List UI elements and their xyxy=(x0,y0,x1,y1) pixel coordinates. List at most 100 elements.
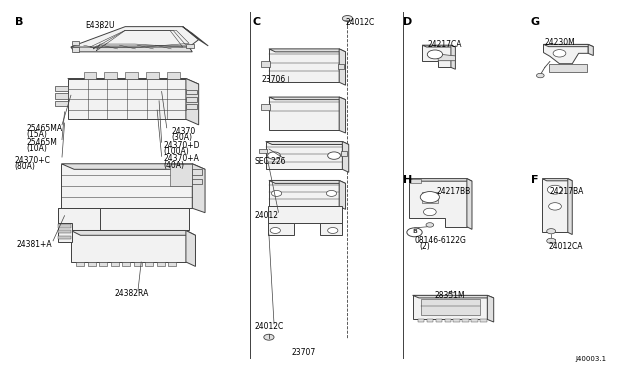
Circle shape xyxy=(264,334,274,340)
Polygon shape xyxy=(269,49,339,82)
Polygon shape xyxy=(413,295,487,320)
Circle shape xyxy=(420,192,440,203)
Polygon shape xyxy=(167,72,179,78)
Circle shape xyxy=(548,203,561,210)
Text: 23707: 23707 xyxy=(291,348,316,357)
Polygon shape xyxy=(68,78,186,119)
Polygon shape xyxy=(84,72,97,78)
Bar xyxy=(76,262,84,266)
Bar xyxy=(58,224,71,228)
Polygon shape xyxy=(410,179,472,181)
Circle shape xyxy=(428,50,443,59)
Polygon shape xyxy=(55,93,68,99)
Text: B: B xyxy=(15,17,23,28)
Polygon shape xyxy=(186,97,197,102)
Polygon shape xyxy=(338,64,344,69)
Bar xyxy=(436,320,442,323)
Text: 24381+A: 24381+A xyxy=(17,240,52,249)
Polygon shape xyxy=(543,44,588,64)
Polygon shape xyxy=(422,45,451,67)
Text: 24382RA: 24382RA xyxy=(115,289,148,298)
Polygon shape xyxy=(269,97,346,100)
Bar xyxy=(88,262,96,266)
Polygon shape xyxy=(269,97,339,131)
Text: (10A): (10A) xyxy=(26,144,47,154)
Polygon shape xyxy=(448,292,456,295)
Circle shape xyxy=(268,152,280,159)
Bar xyxy=(445,320,451,323)
Polygon shape xyxy=(58,208,100,236)
Text: B: B xyxy=(412,230,417,234)
Polygon shape xyxy=(410,179,467,227)
Bar xyxy=(157,262,165,266)
Circle shape xyxy=(270,228,280,234)
Polygon shape xyxy=(438,54,456,61)
Polygon shape xyxy=(542,179,568,232)
Polygon shape xyxy=(72,41,79,45)
Text: D: D xyxy=(403,17,412,28)
Polygon shape xyxy=(588,44,593,55)
Polygon shape xyxy=(269,180,346,183)
Circle shape xyxy=(536,73,544,78)
Text: (80A): (80A) xyxy=(15,162,36,171)
Text: 23706: 23706 xyxy=(261,75,285,84)
Text: 24217CA: 24217CA xyxy=(428,39,462,49)
Text: 25465MA: 25465MA xyxy=(26,124,62,133)
Circle shape xyxy=(328,152,340,159)
Text: G: G xyxy=(531,17,540,28)
Bar xyxy=(58,235,71,239)
Text: 24012CA: 24012CA xyxy=(548,242,583,251)
Polygon shape xyxy=(339,180,346,209)
Bar xyxy=(427,320,433,323)
Bar xyxy=(111,262,119,266)
Bar xyxy=(422,192,438,203)
Text: SEC.226: SEC.226 xyxy=(255,157,286,166)
Polygon shape xyxy=(268,223,294,235)
Polygon shape xyxy=(186,78,198,125)
Circle shape xyxy=(271,190,282,196)
Polygon shape xyxy=(548,64,587,72)
Text: 08146-6122G: 08146-6122G xyxy=(415,236,467,245)
Polygon shape xyxy=(568,179,572,235)
Circle shape xyxy=(328,228,338,234)
Text: (15A): (15A) xyxy=(26,130,47,139)
Text: F: F xyxy=(531,175,538,185)
Circle shape xyxy=(547,185,563,194)
Bar xyxy=(454,320,460,323)
Circle shape xyxy=(547,238,556,243)
Polygon shape xyxy=(55,86,68,92)
Bar xyxy=(471,320,477,323)
Polygon shape xyxy=(320,223,342,235)
Polygon shape xyxy=(269,49,346,52)
Polygon shape xyxy=(186,105,197,109)
Polygon shape xyxy=(266,141,349,144)
Polygon shape xyxy=(422,45,456,47)
Text: 24370+D: 24370+D xyxy=(164,141,200,150)
Text: 24012C: 24012C xyxy=(346,18,375,27)
Polygon shape xyxy=(125,72,138,78)
Polygon shape xyxy=(58,223,72,241)
Polygon shape xyxy=(186,231,195,266)
Bar xyxy=(168,262,176,266)
Polygon shape xyxy=(451,45,456,69)
Text: 24370+C: 24370+C xyxy=(15,155,51,164)
Polygon shape xyxy=(341,151,348,155)
Polygon shape xyxy=(170,164,192,186)
Polygon shape xyxy=(186,90,197,94)
Bar xyxy=(58,230,71,234)
Polygon shape xyxy=(268,206,342,223)
Text: (100A): (100A) xyxy=(164,147,189,156)
Text: J40003.1: J40003.1 xyxy=(575,356,607,362)
Polygon shape xyxy=(182,27,208,46)
Bar xyxy=(134,262,142,266)
Polygon shape xyxy=(192,164,205,213)
Text: 24217BB: 24217BB xyxy=(436,187,470,196)
Polygon shape xyxy=(487,295,493,322)
Circle shape xyxy=(407,228,422,237)
Bar xyxy=(418,320,424,323)
Text: 24230M: 24230M xyxy=(545,38,575,47)
Text: 24370: 24370 xyxy=(172,127,196,136)
Polygon shape xyxy=(543,44,593,46)
Circle shape xyxy=(426,223,434,227)
Text: (30A): (30A) xyxy=(172,133,193,142)
